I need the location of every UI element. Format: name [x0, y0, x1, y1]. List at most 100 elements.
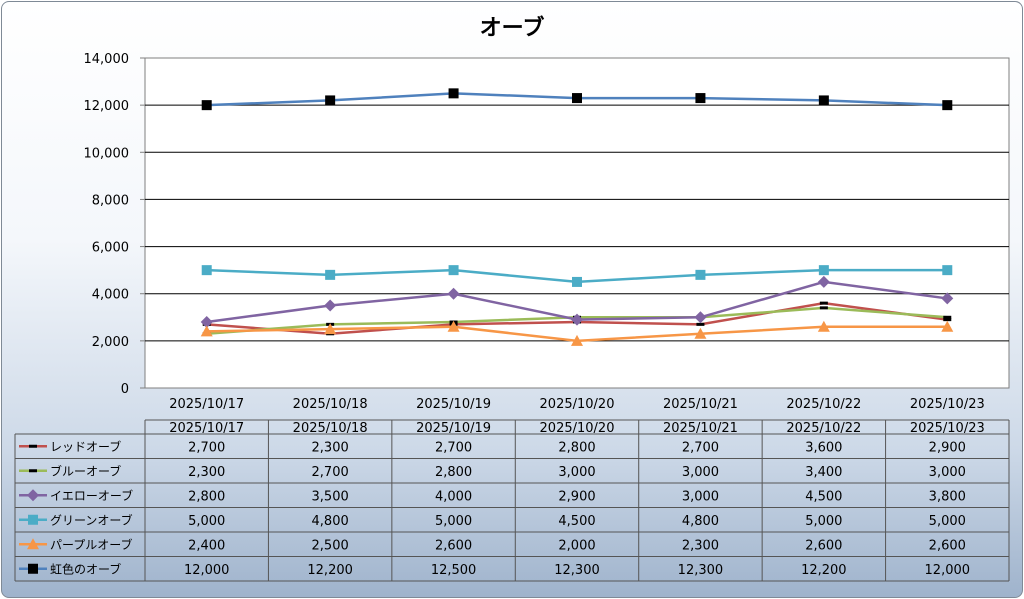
table-value-cell: 2,800	[558, 440, 595, 455]
x-tick-label: 2025/10/18	[293, 397, 368, 412]
table-value-cell: 3,000	[558, 465, 595, 480]
data-point	[200, 316, 213, 328]
table-value-cell: 2,600	[929, 538, 966, 553]
data-point	[941, 292, 954, 305]
table-value-cell: 2,700	[682, 440, 719, 455]
table-value-cell: 12,000	[184, 563, 230, 578]
table-value-cell: 2,300	[682, 538, 719, 553]
table-value-cell: 2,900	[929, 440, 966, 455]
table-value-cell: 2,500	[312, 538, 349, 553]
legend-key-marker	[29, 469, 37, 473]
series-name: ブルーオーブ	[50, 463, 121, 478]
table-value-cell: 4,500	[805, 489, 842, 504]
series-name: 虹色のオーブ	[50, 561, 121, 576]
data-point	[817, 275, 830, 288]
data-point	[325, 95, 336, 106]
data-point	[942, 265, 953, 276]
data-point	[571, 313, 583, 326]
table-value-cell: 2,800	[435, 465, 472, 480]
data-point	[694, 327, 707, 339]
table-value-cell: 3,000	[929, 465, 966, 480]
series-name: グリーンオーブ	[50, 512, 133, 527]
table-value-cell: 12,200	[801, 563, 847, 578]
table-value-cell: 12,300	[678, 563, 724, 578]
legend-key-marker	[28, 514, 38, 525]
x-tick-label: 2025/10/17	[169, 397, 244, 412]
table-header-cell: 2025/10/22	[786, 421, 861, 436]
y-tick-label: 0	[121, 382, 129, 397]
chart-title: オーブ	[479, 16, 545, 41]
legend-key-marker	[27, 538, 39, 550]
x-tick-label: 2025/10/19	[416, 397, 491, 412]
table-value-cell: 3,600	[805, 440, 842, 455]
table-value-cell: 4,800	[682, 514, 719, 529]
table-value-cell: 4,800	[312, 514, 349, 529]
table-value-cell: 2,000	[558, 538, 595, 553]
y-tick-label: 8,000	[92, 193, 129, 208]
table-value-cell: 4,000	[435, 489, 472, 504]
table-value-cell: 2,400	[188, 538, 225, 553]
data-point	[448, 265, 459, 276]
x-tick-label: 2025/10/20	[540, 397, 615, 412]
data-point	[200, 325, 213, 337]
table-header-cell: 2025/10/20	[540, 421, 615, 436]
data-point	[447, 320, 460, 332]
data-point	[818, 265, 829, 276]
table-value-cell: 2,700	[435, 440, 472, 455]
data-point	[943, 318, 952, 322]
table-value-cell: 12,200	[307, 563, 353, 578]
data-point	[818, 95, 829, 106]
data-point	[694, 311, 707, 324]
data-point	[447, 287, 460, 300]
table-header-cell: 2025/10/17	[169, 421, 244, 436]
data-point	[819, 301, 828, 305]
table-value-cell: 5,000	[929, 514, 966, 529]
table-value-cell: 5,000	[435, 514, 472, 529]
y-tick-label: 2,000	[92, 335, 129, 350]
data-point	[572, 276, 582, 287]
data-point	[817, 320, 830, 332]
y-tick-label: 6,000	[92, 241, 129, 256]
data-point	[943, 315, 952, 319]
table-value-cell: 3,800	[929, 489, 966, 504]
series-name: レッドオーブ	[50, 439, 121, 454]
table-value-cell: 12,500	[431, 563, 477, 578]
series-name: パープルオーブ	[50, 537, 133, 552]
y-tick-label: 10,000	[84, 146, 130, 161]
data-point	[324, 299, 337, 312]
data-point	[448, 88, 459, 99]
data-point	[325, 269, 336, 280]
table-header-cell: 2025/10/23	[910, 421, 985, 436]
table-value-cell: 3,400	[805, 465, 842, 480]
data-point	[695, 93, 706, 104]
table-value-cell: 12,000	[925, 563, 971, 578]
table-header-cell: 2025/10/21	[663, 421, 738, 436]
x-tick-label: 2025/10/21	[663, 397, 738, 412]
table-value-cell: 2,900	[558, 489, 595, 504]
data-point	[941, 320, 954, 332]
legend-key-marker	[28, 563, 38, 574]
table-value-cell: 3,500	[312, 489, 349, 504]
data-point	[696, 322, 705, 326]
table-value-cell: 2,300	[188, 465, 225, 480]
x-tick-label: 2025/10/22	[786, 397, 861, 412]
data-point	[201, 100, 212, 111]
data-point	[695, 269, 706, 280]
table-value-cell: 2,600	[435, 538, 472, 553]
table-value-cell: 2,600	[805, 538, 842, 553]
data-point	[942, 100, 953, 111]
table-value-cell: 2,800	[188, 489, 225, 504]
x-tick-label: 2025/10/23	[910, 397, 985, 412]
legend-key-marker	[27, 489, 39, 502]
table-value-cell: 3,000	[682, 465, 719, 480]
table-value-cell: 12,300	[554, 563, 600, 578]
table-header-cell: 2025/10/19	[416, 421, 491, 436]
table-value-cell: 5,000	[188, 514, 225, 529]
data-point	[201, 265, 212, 276]
y-tick-label: 14,000	[84, 52, 130, 67]
data-point	[571, 334, 583, 346]
legend-key-marker	[29, 444, 37, 448]
table-value-cell: 2,700	[188, 440, 225, 455]
series-name: イエローオーブ	[50, 488, 133, 503]
